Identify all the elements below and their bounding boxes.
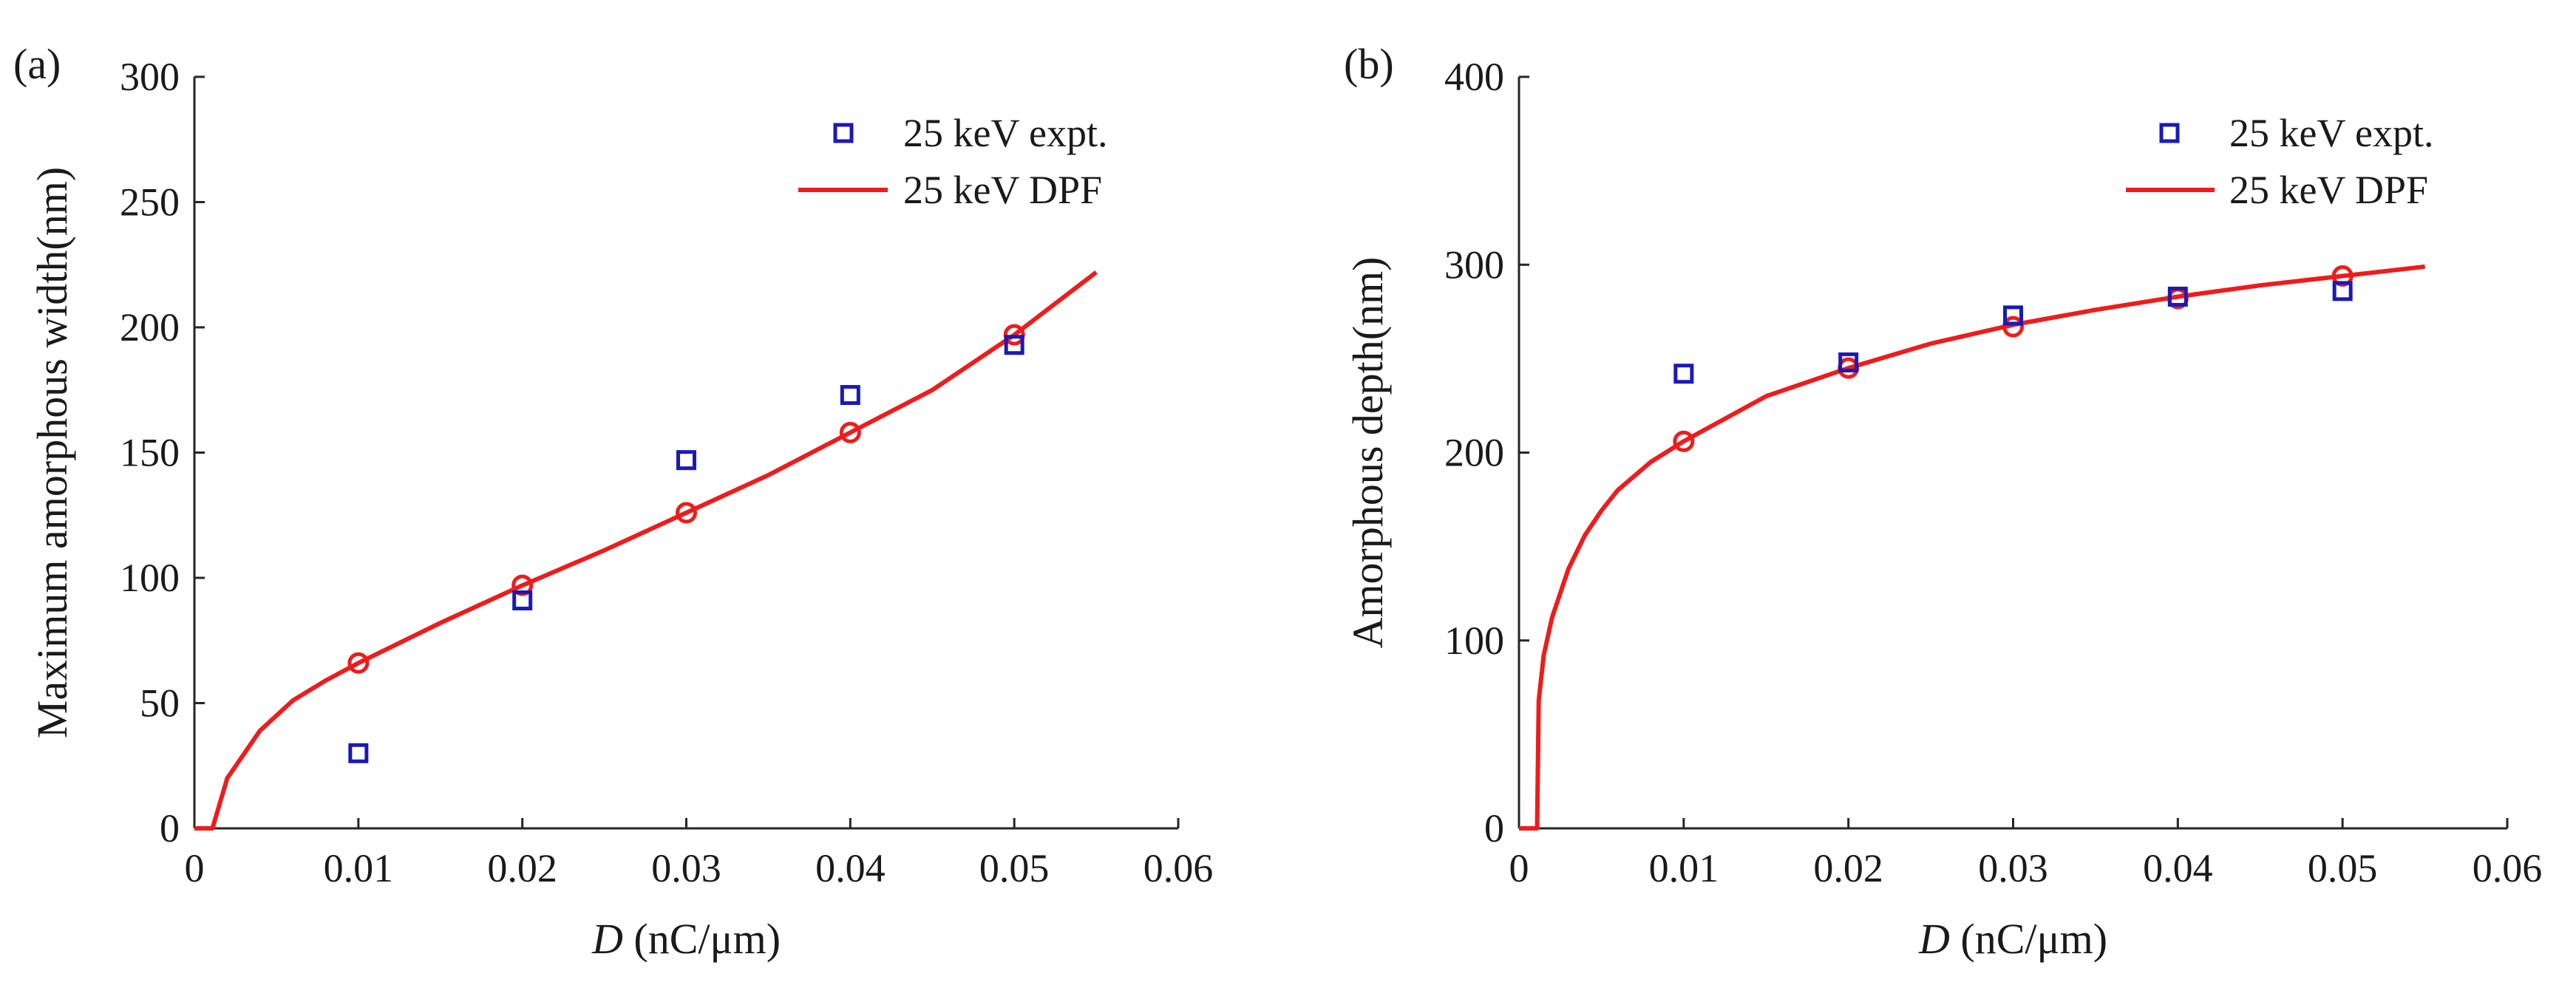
x-tick-label: 0.02: [487, 846, 557, 890]
x-axis-title: D (nC/μm): [1918, 915, 2107, 963]
y-tick-label: 200: [1444, 431, 1504, 475]
x-axis-title-unit: (nC/μm): [623, 915, 781, 963]
y-tick-label: 300: [120, 55, 180, 99]
y-tick-label: 0: [1484, 806, 1504, 851]
legend-dpf-label: 25 keV DPF: [903, 168, 1102, 212]
dpf-point: [2002, 316, 2024, 338]
y-tick-label: 250: [120, 180, 180, 225]
expt-point: [348, 743, 369, 763]
dpf-point: [676, 502, 697, 524]
dpf-point: [347, 652, 370, 674]
x-tick-label: 0: [1509, 846, 1529, 890]
dpf-curve: [194, 270, 1098, 831]
panel-b-chart: 0 0.01 0.02 0.03 0.04 0.05 0.06 0 100 200 300 400 D …: [1344, 40, 2542, 963]
legend-dpf-label: 25 keV DPF: [2229, 168, 2428, 212]
y-tick-label: 100: [120, 556, 180, 600]
x-tick-label: 0.03: [1978, 846, 2048, 890]
x-tick-label: 0.05: [2308, 846, 2378, 890]
expt-point: [1673, 364, 1694, 384]
expt-point: [840, 385, 860, 406]
x-tick-label: 0: [185, 846, 205, 890]
y-axis-title: Amorphous depth(nm): [1344, 257, 1392, 649]
expt-point: [1838, 352, 1859, 372]
x-tick-label: 0.01: [1649, 846, 1719, 890]
expt-point: [512, 590, 533, 611]
legend-expt-label: 25 keV expt.: [2229, 111, 2433, 155]
dpf-point: [1673, 430, 1695, 452]
dpf-point: [512, 574, 534, 596]
y-tick-label: 0: [160, 806, 180, 851]
x-tick-label: 0.06: [1143, 846, 1214, 890]
y-axis-title: Maximum amorphous width(nm): [28, 167, 76, 738]
expt-point: [2332, 281, 2353, 301]
dpf-point: [2331, 265, 2354, 287]
legend-expt-label: 25 keV expt.: [903, 111, 1107, 155]
x-axis-title: D (nC/μm): [591, 915, 781, 963]
panel-a-chart: 0 0.01 0.02 0.03 0.04 0.05 0.06 0 50 100 150 200 250…: [13, 40, 1213, 963]
dpf-point: [1003, 324, 1025, 346]
x-axis-title-unit: (nC/μm): [1950, 915, 2107, 963]
y-tick-label: 300: [1444, 242, 1504, 287]
x-axis-title-symbol: D: [1918, 915, 1950, 963]
x-tick-label: 0.04: [815, 846, 886, 890]
x-axis-title-symbol: D: [591, 915, 623, 963]
x-tick-label: 0.03: [651, 846, 721, 890]
y-tick-label: 400: [1444, 55, 1504, 99]
expt-point: [1004, 335, 1024, 355]
legend-expt-marker: [2159, 123, 2180, 143]
y-tick-label: 150: [120, 431, 180, 475]
expt-point: [676, 450, 696, 471]
y-tick-label: 100: [1444, 618, 1504, 663]
legend-expt-marker: [833, 123, 854, 143]
dpf-curve: [1519, 264, 2425, 831]
y-tick-label: 200: [120, 305, 180, 350]
y-tick-label: 50: [140, 681, 180, 726]
x-tick-label: 0.02: [1813, 846, 1883, 890]
x-tick-label: 0.01: [324, 846, 394, 890]
panel-label: (a): [13, 40, 61, 88]
x-tick-label: 0.05: [979, 846, 1050, 890]
x-tick-label: 0.06: [2473, 846, 2543, 890]
expt-point: [2003, 305, 2023, 326]
expt-point: [2167, 286, 2188, 307]
dpf-point: [839, 421, 861, 443]
x-tick-label: 0.04: [2143, 846, 2213, 890]
panel-label: (b): [1344, 40, 1394, 88]
